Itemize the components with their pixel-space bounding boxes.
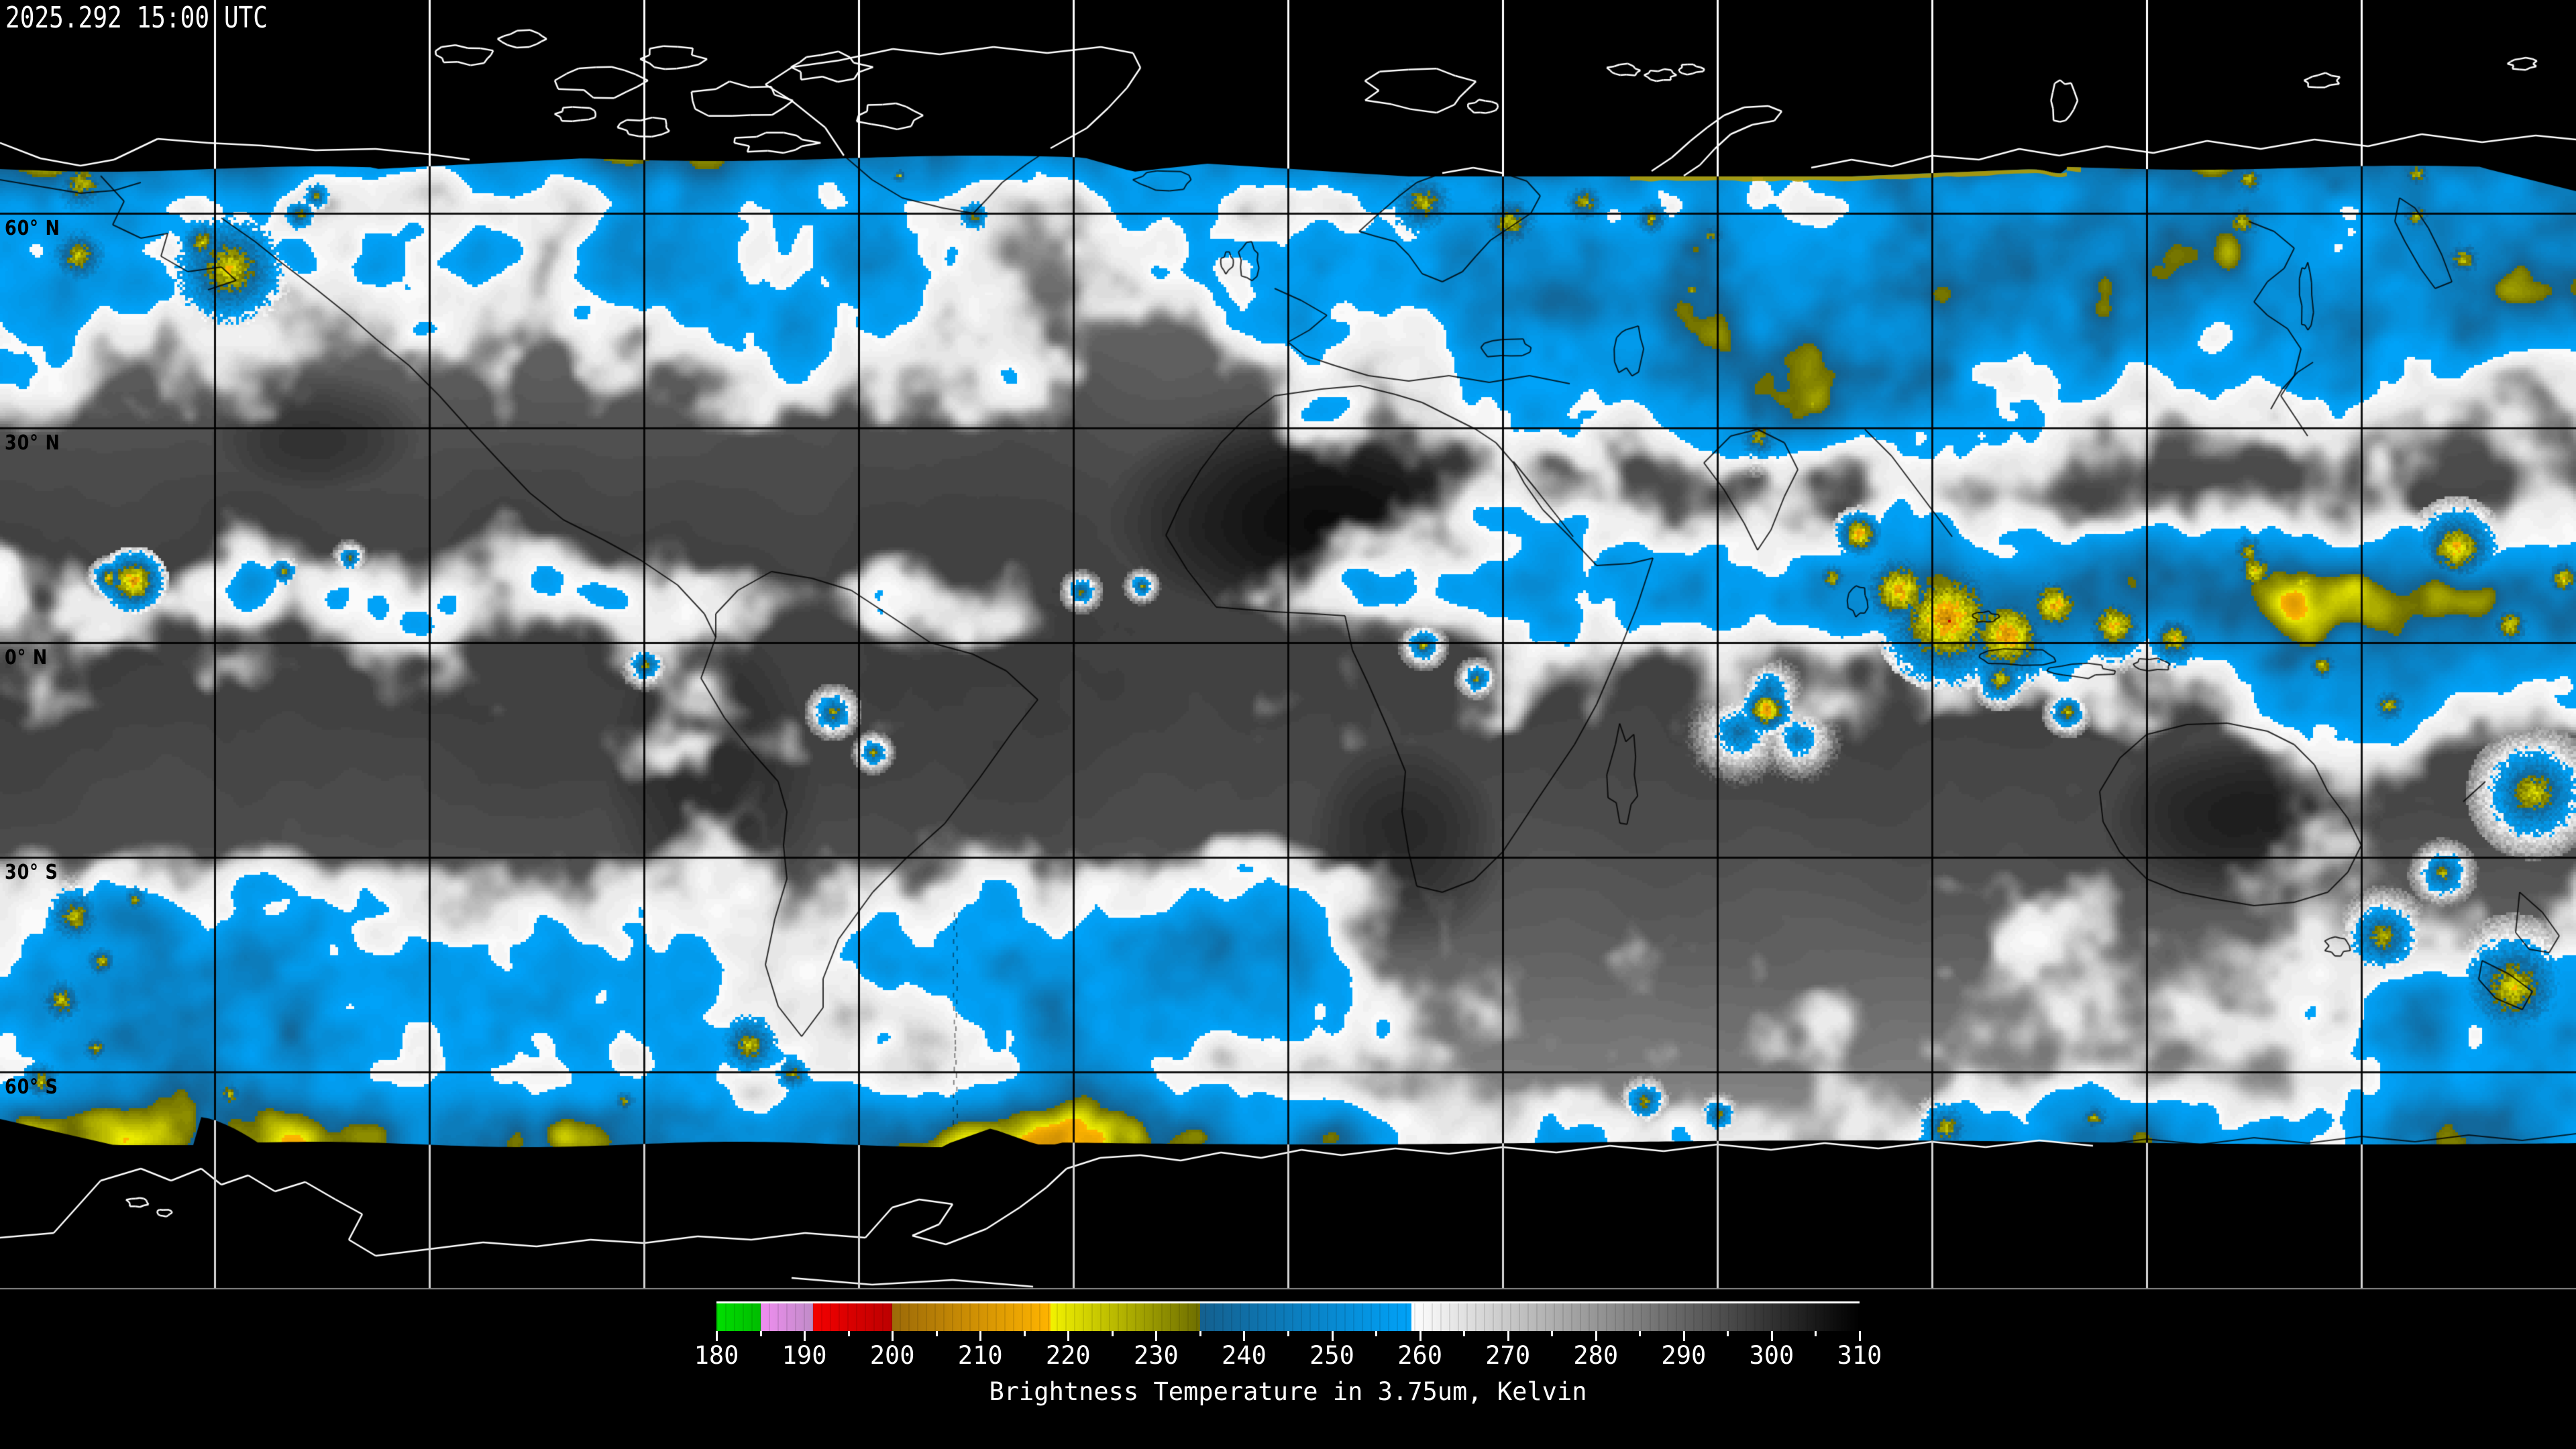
- colorbar-minor-tick: [759, 1331, 762, 1336]
- colorbar-major-tick: [1067, 1331, 1070, 1341]
- colorbar-major-tick: [892, 1331, 894, 1341]
- latitude-label: 30° N: [5, 431, 60, 455]
- colorbar-minor-tick: [1375, 1331, 1378, 1336]
- colorbar-major-tick: [1331, 1331, 1334, 1341]
- colorbar-step-bands: [716, 1303, 1860, 1331]
- colorbar-segment: [760, 1303, 814, 1331]
- colorbar-minor-tick: [1727, 1331, 1729, 1336]
- colorbar-tick-label: 180: [694, 1341, 739, 1370]
- colorbar-segment: [1199, 1303, 1411, 1331]
- colorbar-minor-tick: [1815, 1331, 1817, 1336]
- colorbar-major-tick: [1682, 1331, 1685, 1341]
- colorbar-tick-label: 300: [1749, 1341, 1794, 1370]
- colorbar-tick-label: 190: [782, 1341, 827, 1370]
- colorbar-segment: [813, 1303, 893, 1331]
- colorbar-minor-tick: [1463, 1331, 1466, 1336]
- colorbar-minor-tick: [1111, 1331, 1114, 1336]
- colorbar-minor-tick: [1287, 1331, 1289, 1336]
- colorbar-minor-tick: [1639, 1331, 1642, 1336]
- colorbar-major-tick: [1595, 1331, 1597, 1341]
- latitude-label: 60° S: [5, 1075, 58, 1099]
- colorbar-title: Brightness Temperature in 3.75um, Kelvin: [989, 1377, 1587, 1406]
- timestamp-label: 2025.292 15:00 UTC: [5, 1, 268, 35]
- colorbar-major-tick: [1155, 1331, 1158, 1341]
- colorbar-tick-label: 220: [1045, 1341, 1091, 1370]
- colorbar-minor-tick: [1023, 1331, 1026, 1336]
- colorbar-tick-label: 210: [957, 1341, 1003, 1370]
- colorbar-major-tick: [804, 1331, 806, 1341]
- colorbar-minor-tick: [847, 1331, 850, 1336]
- colorbar-tick-label: 260: [1397, 1341, 1443, 1370]
- colorbar-major-tick: [1859, 1331, 1861, 1341]
- latitude-label: 60° N: [5, 217, 60, 240]
- latitude-label: 0° N: [5, 646, 48, 669]
- colorbar-tick-label: 280: [1573, 1341, 1619, 1370]
- colorbar: 180 190 200 210 220 230 240 250 260 270 280 290 300 3…: [694, 1301, 1882, 1415]
- colorbar-axis-line: [716, 1301, 1860, 1303]
- colorbar-tick-label: 250: [1309, 1341, 1354, 1370]
- colorbar-tick-label: 270: [1485, 1341, 1531, 1370]
- colorbar-major-tick: [716, 1331, 718, 1341]
- colorbar-tick-label: 240: [1222, 1341, 1267, 1370]
- colorbar-major-tick: [1419, 1331, 1421, 1341]
- colorbar-major-tick: [1507, 1331, 1509, 1341]
- colorbar-segment: [1051, 1303, 1200, 1331]
- colorbar-minor-tick: [1551, 1331, 1554, 1336]
- colorbar-tick-label: 230: [1133, 1341, 1179, 1370]
- colorbar-major-tick: [1770, 1331, 1773, 1341]
- latitude-label: 30° S: [5, 861, 58, 884]
- colorbar-tick-label: 200: [869, 1341, 915, 1370]
- colorbar-minor-tick: [1199, 1331, 1201, 1336]
- colorbar-segment: [716, 1303, 761, 1331]
- colorbar-major-tick: [1243, 1331, 1246, 1341]
- colorbar-minor-tick: [935, 1331, 938, 1336]
- colorbar-major-tick: [979, 1331, 982, 1341]
- colorbar-segment: [1411, 1303, 1860, 1331]
- colorbar-gradient-bar: [716, 1303, 1860, 1331]
- colorbar-tick-label: 310: [1837, 1341, 1882, 1370]
- colorbar-segment: [892, 1303, 1051, 1331]
- colorbar-tick-label: 290: [1661, 1341, 1707, 1370]
